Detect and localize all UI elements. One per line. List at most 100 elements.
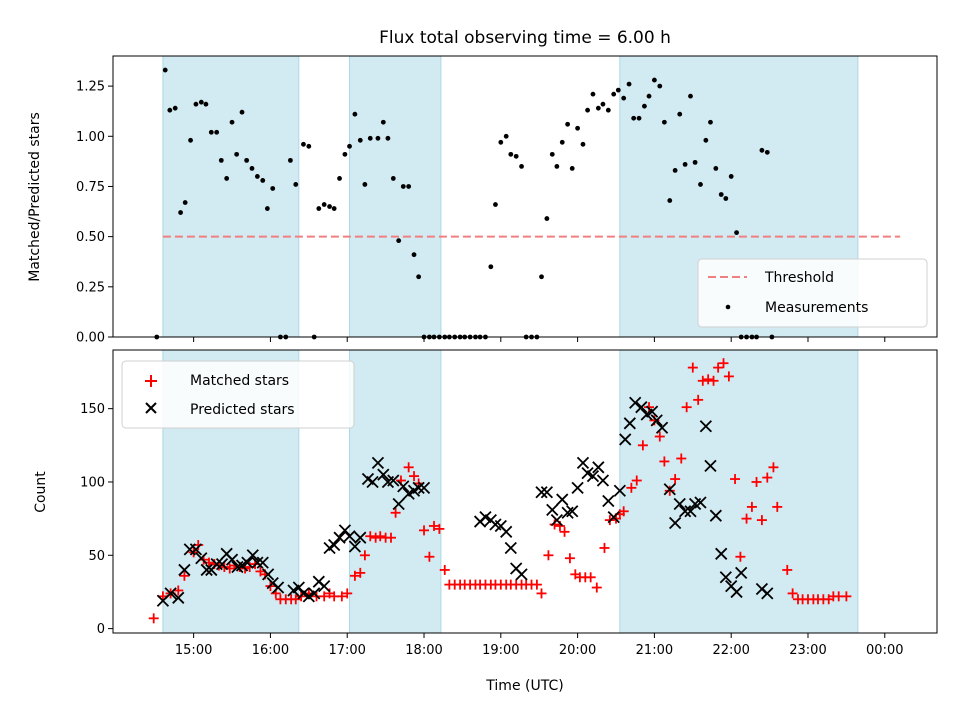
measurement-point [554, 163, 560, 169]
measurement-point [723, 196, 729, 201]
top-y-tick-label: 0.25 [76, 280, 105, 295]
measurement-point [488, 264, 494, 270]
matched-star-point [349, 570, 360, 581]
measurement-point [331, 206, 337, 211]
predicted-star-point [178, 563, 191, 577]
x-tick-label: 21:00 [636, 643, 673, 658]
measurement-point [615, 87, 621, 93]
x-tick-label: 18:00 [405, 643, 442, 658]
top-y-tick-label: 1.00 [76, 130, 105, 145]
predicted-star-point [354, 531, 367, 544]
predicted-star-point [271, 581, 285, 594]
matched-star-point [173, 585, 184, 596]
matched-star-point [723, 371, 734, 382]
matched-star-point [409, 471, 420, 482]
predicted-star-point [719, 571, 732, 584]
measurement-point [764, 149, 770, 155]
matched-star-point [365, 531, 376, 542]
measurement-point [580, 141, 586, 147]
predicted-star-point [735, 566, 748, 580]
measurement-point [431, 334, 437, 340]
measurement-point [208, 129, 214, 135]
measurement-point [357, 137, 363, 143]
matched-star-point [751, 476, 762, 487]
matched-star-point [681, 402, 692, 413]
top-legend: Threshold Measurements [697, 258, 928, 328]
predicted-star-point [343, 530, 356, 543]
measurement-point [661, 119, 667, 125]
top-y-tick-label: 0.50 [76, 230, 105, 245]
measurement-point [426, 334, 432, 340]
measurement-point [728, 174, 734, 179]
measurement-point [473, 334, 478, 340]
measurement-point [611, 91, 617, 97]
threshold-legend-label: Threshold [764, 270, 834, 286]
measurement-point [421, 334, 427, 340]
measurement-point [452, 334, 458, 340]
top-observing-window-1 [162, 55, 300, 338]
bottom-observing-window-2 [349, 349, 442, 634]
bottom-y-tick-label: 0 [97, 622, 105, 637]
matched-star-point [375, 531, 386, 542]
predicted-star-point [189, 543, 203, 556]
measurement-point [744, 334, 749, 340]
measurement-point [738, 334, 744, 340]
matched-star-point [370, 532, 381, 543]
measurement-point [651, 77, 657, 83]
predicted-star-point [348, 540, 362, 553]
x-tick-label: 23:00 [789, 643, 826, 658]
bottom-y-tick-label: 50 [88, 549, 105, 564]
measurement-point [636, 115, 642, 121]
measurement-point [708, 119, 713, 125]
matched-star-point [531, 579, 542, 590]
predicted-star-point [709, 509, 722, 522]
measurement-point [321, 202, 327, 207]
predicted-star-point [256, 556, 269, 569]
measurement-point [416, 274, 422, 280]
bottom-y-tick-label: 150 [80, 402, 105, 417]
measurement-point [477, 334, 483, 340]
measurement-point [167, 107, 173, 113]
predicted-star-point [515, 568, 528, 581]
predicted-star-point [678, 505, 692, 518]
measurement-point [698, 182, 703, 187]
top-y-tick-label: 1.25 [76, 80, 105, 95]
measurement-point [621, 95, 627, 101]
measurement-point [457, 334, 463, 340]
measurement-point [713, 166, 719, 171]
measurement-point [337, 176, 342, 181]
predicted-star-point [566, 505, 579, 518]
matched-star-point [536, 588, 547, 599]
matched-star-point [559, 526, 570, 537]
measurement-point [692, 159, 698, 165]
matched-star-point [670, 474, 681, 485]
measurement-point [172, 105, 178, 111]
matched-star-point [741, 513, 752, 524]
predicted-star-point [417, 481, 431, 494]
matched-star-point [718, 358, 729, 369]
matched-star-point [697, 375, 708, 386]
measurement-point [442, 334, 448, 340]
matched-star-point [730, 474, 741, 485]
measurement-point [672, 168, 678, 173]
measurement-point [519, 163, 524, 169]
matched-star-point [148, 613, 159, 624]
x-tick-label: 16:00 [252, 643, 289, 658]
measurement-point [193, 101, 199, 107]
predicted-star-point [650, 414, 663, 427]
matched-star-point [772, 501, 783, 512]
predicted-star-point [655, 421, 669, 434]
measurement-point [203, 101, 209, 107]
predicted-star-point [308, 587, 321, 600]
chart-title: Flux total observing time = 6.00 h [379, 28, 671, 48]
matched-star-point [664, 485, 675, 496]
matched-star-point [735, 551, 746, 562]
measurement-point [411, 252, 417, 258]
predicted-star-point [172, 591, 185, 604]
predicted-legend-swatch [145, 402, 157, 414]
predicted-star-point [377, 468, 390, 481]
measurement-point [626, 81, 632, 87]
measurement-point [234, 151, 240, 157]
predicted-star-point [715, 547, 728, 560]
measurement-point [667, 198, 673, 203]
